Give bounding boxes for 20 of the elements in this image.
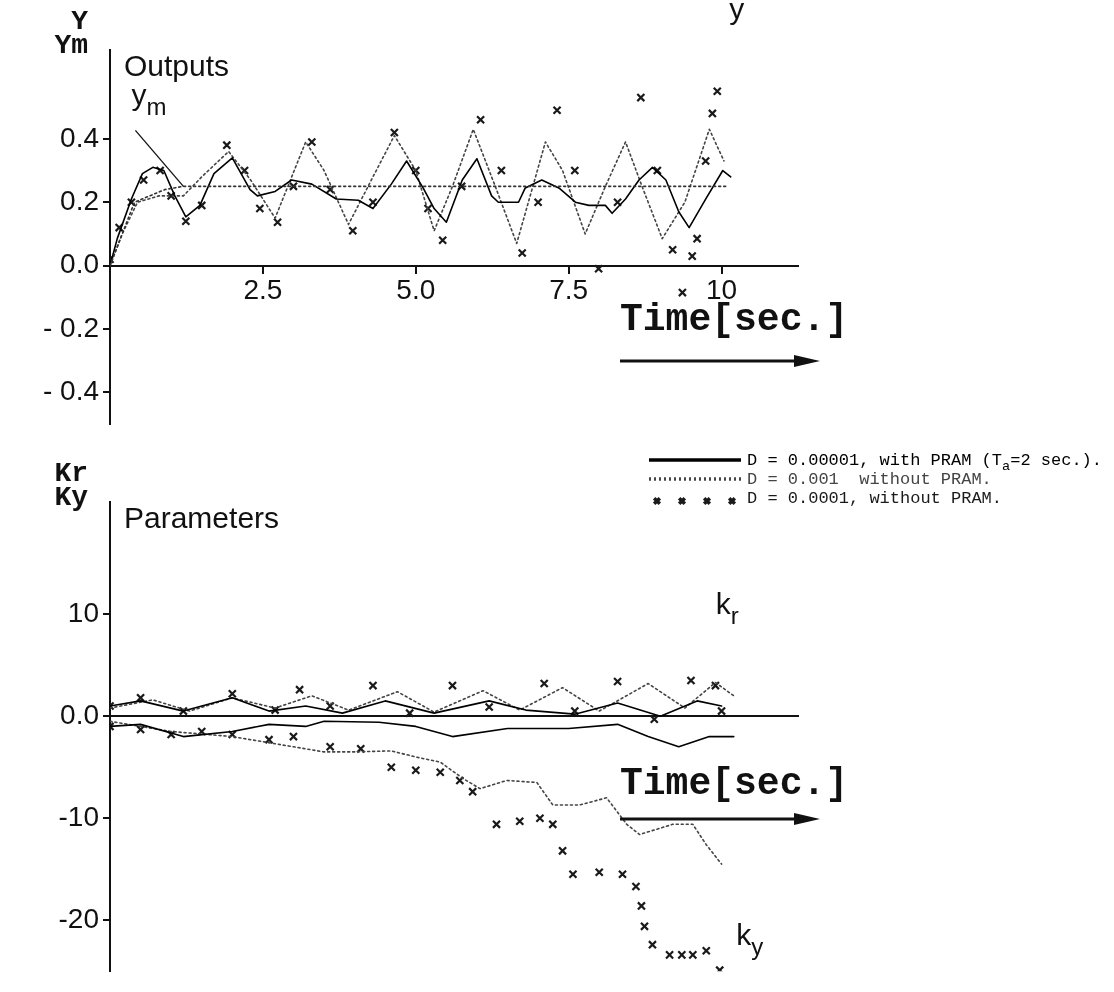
chart-title: Outputs (124, 49, 230, 83)
y-tick-label: - 0.2 (42, 311, 99, 343)
y-tick-label: -20 (58, 902, 99, 934)
x-tick-label: 5.0 (396, 274, 436, 306)
annotation: y (729, 0, 745, 26)
chart-title: Parameters (124, 501, 280, 535)
y-tick-label: 0.4 (60, 121, 99, 153)
x-tick-label: 7.5 (549, 274, 589, 306)
y-tick-label: 0.0 (60, 248, 99, 280)
y-tick-label: 0.2 (60, 184, 99, 216)
text: D = 0.001 without PRAM. (746, 469, 992, 489)
y-tick-label: 0.0 (60, 698, 99, 730)
y-axis-title: Kr Ky (54, 458, 89, 514)
y-tick-label: 10 (67, 596, 99, 628)
legend-label: D = 0.0001, without PRAM. (746, 488, 1003, 508)
y-axis-title: Y Ym (54, 6, 89, 62)
x-tick-label: 2.5 (243, 274, 283, 306)
y-tick-label: -10 (58, 800, 99, 832)
y-tick-label: - 0.4 (42, 375, 99, 407)
x-axis-title: Time[sec.] (620, 761, 849, 805)
